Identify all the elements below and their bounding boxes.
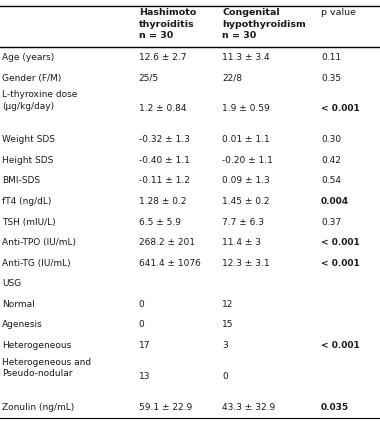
Text: 0: 0 [139, 300, 144, 309]
Text: Anti-TG (IU/mL): Anti-TG (IU/mL) [2, 259, 71, 268]
Text: 0.30: 0.30 [321, 135, 341, 144]
Text: 0.09 ± 1.3: 0.09 ± 1.3 [222, 176, 270, 185]
Text: 15: 15 [222, 321, 234, 330]
Text: -0.40 ± 1.1: -0.40 ± 1.1 [139, 156, 190, 165]
Text: Height SDS: Height SDS [2, 156, 53, 165]
Text: Hashimoto
thyroiditis
n = 30: Hashimoto thyroiditis n = 30 [139, 8, 196, 40]
Text: Agenesis: Agenesis [2, 321, 43, 330]
Text: Anti-TPO (IU/mL): Anti-TPO (IU/mL) [2, 238, 76, 247]
Text: 3: 3 [222, 341, 228, 350]
Text: < 0.001: < 0.001 [321, 104, 360, 113]
Text: 268.2 ± 201: 268.2 ± 201 [139, 238, 195, 247]
Text: Heterogeneous: Heterogeneous [2, 341, 71, 350]
Text: 0.035: 0.035 [321, 403, 349, 412]
Text: Age (years): Age (years) [2, 53, 54, 62]
Text: -0.11 ± 1.2: -0.11 ± 1.2 [139, 176, 190, 185]
Text: 0: 0 [139, 321, 144, 330]
Text: 43.3 ± 32.9: 43.3 ± 32.9 [222, 403, 276, 412]
Text: Heterogeneous and
Pseudo-nodular: Heterogeneous and Pseudo-nodular [2, 357, 91, 378]
Text: BMI-SDS: BMI-SDS [2, 176, 40, 185]
Text: 0.35: 0.35 [321, 74, 341, 83]
Text: 11.4 ± 3: 11.4 ± 3 [222, 238, 261, 247]
Text: 0.42: 0.42 [321, 156, 341, 165]
Text: 0.004: 0.004 [321, 197, 349, 206]
Text: 0.01 ± 1.1: 0.01 ± 1.1 [222, 135, 270, 144]
Text: 1.45 ± 0.2: 1.45 ± 0.2 [222, 197, 270, 206]
Text: USG: USG [2, 279, 21, 288]
Text: 0: 0 [222, 372, 228, 381]
Text: -0.32 ± 1.3: -0.32 ± 1.3 [139, 135, 190, 144]
Text: 0.37: 0.37 [321, 217, 341, 226]
Text: < 0.001: < 0.001 [321, 259, 360, 268]
Text: 1.2 ± 0.84: 1.2 ± 0.84 [139, 104, 186, 113]
Text: TSH (mIU/L): TSH (mIU/L) [2, 217, 55, 226]
Text: 0.54: 0.54 [321, 176, 341, 185]
Text: Normal: Normal [2, 300, 35, 309]
Text: 1.9 ± 0.59: 1.9 ± 0.59 [222, 104, 270, 113]
Text: 641.4 ± 1076: 641.4 ± 1076 [139, 259, 201, 268]
Text: L-thyroxine dose
(µg/kg/day): L-thyroxine dose (µg/kg/day) [2, 90, 77, 110]
Text: 13: 13 [139, 372, 150, 381]
Text: 22/8: 22/8 [222, 74, 242, 83]
Text: p value: p value [321, 8, 356, 17]
Text: 11.3 ± 3.4: 11.3 ± 3.4 [222, 53, 270, 62]
Text: 7.7 ± 6.3: 7.7 ± 6.3 [222, 217, 264, 226]
Text: -0.20 ± 1.1: -0.20 ± 1.1 [222, 156, 273, 165]
Text: Gender (F/M): Gender (F/M) [2, 74, 61, 83]
Text: 12: 12 [222, 300, 234, 309]
Text: Weight SDS: Weight SDS [2, 135, 55, 144]
Text: 12.6 ± 2.7: 12.6 ± 2.7 [139, 53, 186, 62]
Text: fT4 (ng/dL): fT4 (ng/dL) [2, 197, 51, 206]
Text: 12.3 ± 3.1: 12.3 ± 3.1 [222, 259, 270, 268]
Text: 6.5 ± 5.9: 6.5 ± 5.9 [139, 217, 181, 226]
Text: 0.11: 0.11 [321, 53, 341, 62]
Text: < 0.001: < 0.001 [321, 238, 360, 247]
Text: 17: 17 [139, 341, 150, 350]
Text: 1.28 ± 0.2: 1.28 ± 0.2 [139, 197, 186, 206]
Text: Congenital
hypothyroidism
n = 30: Congenital hypothyroidism n = 30 [222, 8, 306, 40]
Text: Zonulin (ng/mL): Zonulin (ng/mL) [2, 403, 74, 412]
Text: < 0.001: < 0.001 [321, 341, 360, 350]
Text: 25/5: 25/5 [139, 74, 159, 83]
Text: 59.1 ± 22.9: 59.1 ± 22.9 [139, 403, 192, 412]
